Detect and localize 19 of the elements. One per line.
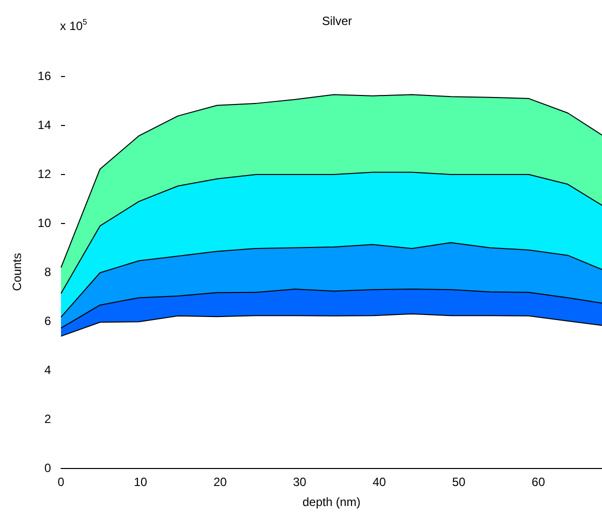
x-tick-label: 20 xyxy=(213,475,228,489)
x-tick-label: 30 xyxy=(292,475,307,489)
x-tick-label: 50 xyxy=(452,475,466,489)
x-tick-label: 10 xyxy=(134,475,148,489)
y-tick-label: 10 xyxy=(38,216,52,230)
chart-title: Silver xyxy=(322,14,352,28)
y-tick-label: 8 xyxy=(44,265,52,279)
y-tick-label: 16 xyxy=(38,69,52,83)
y-axis-title: Counts xyxy=(10,252,24,292)
y-tick-label: 14 xyxy=(38,118,52,132)
y-tick-label: 6 xyxy=(44,314,52,328)
x-tick-label: 60 xyxy=(532,475,546,489)
y-tick-label: 12 xyxy=(38,167,52,181)
x-tick-label: 0 xyxy=(58,475,65,489)
y-tick-label: 0 xyxy=(44,461,52,475)
y-tick-label: 4 xyxy=(44,363,52,377)
x-tick-label: 40 xyxy=(372,475,386,489)
y-tick-label: 2 xyxy=(44,412,52,426)
x-axis-title: depth (nm) xyxy=(302,495,361,509)
